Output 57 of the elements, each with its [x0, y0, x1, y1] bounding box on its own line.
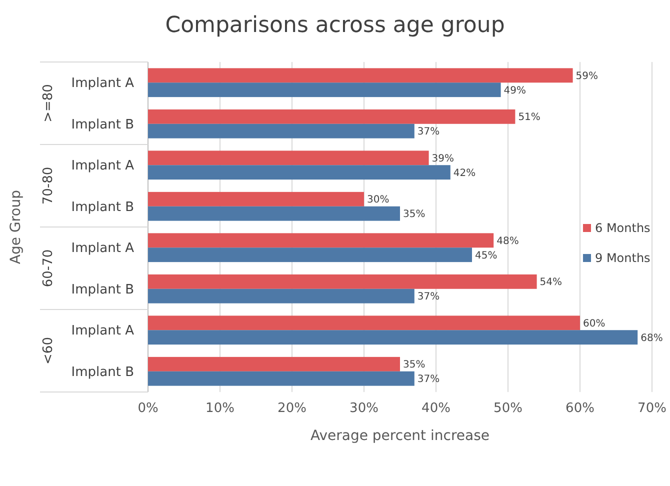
bar — [148, 124, 414, 138]
x-tick-label: 40% — [422, 401, 450, 416]
data-label: 37% — [417, 374, 440, 386]
data-label: 30% — [367, 194, 390, 206]
text: 60-70 — [41, 249, 56, 288]
bar — [148, 233, 494, 248]
data-label: 35% — [403, 360, 426, 371]
data-label: 68% — [640, 332, 663, 344]
x-tick-label: 70% — [638, 401, 666, 416]
data-label: 59% — [576, 70, 598, 82]
bar — [148, 165, 450, 180]
bar — [148, 109, 516, 124]
y-axis-title: Age Group — [8, 190, 24, 264]
bar — [148, 192, 364, 206]
data-label: 42% — [453, 168, 476, 179]
x-tick-label: 30% — [350, 401, 378, 416]
y-tick-label: Implant A — [71, 158, 134, 174]
bar — [148, 150, 429, 166]
data-label: 48% — [496, 236, 519, 247]
chart-title: Comparisons across age group — [165, 13, 505, 38]
bar — [148, 330, 638, 345]
bar — [148, 274, 537, 289]
bar — [148, 316, 580, 330]
y-tick-label: Implant A — [71, 76, 134, 92]
bar — [148, 248, 472, 262]
data-label: 39% — [432, 153, 454, 164]
y-tick-label: Implant A — [71, 324, 134, 339]
data-label: 37% — [417, 126, 440, 138]
data-label: 45% — [475, 250, 498, 262]
legend-label: 6 Months — [595, 221, 650, 236]
bar — [148, 356, 400, 372]
data-label: 35% — [403, 209, 426, 220]
y-tick-label: Implant B — [71, 282, 134, 298]
data-label: 51% — [518, 112, 540, 124]
legend-label: 9 Months — [595, 251, 650, 266]
y-tick-label: Implant A — [71, 241, 134, 256]
data-label: 37% — [417, 292, 440, 303]
text: >=80 — [41, 84, 56, 122]
bar — [148, 206, 400, 221]
x-tick-label: 50% — [494, 401, 522, 416]
x-tick-label: 10% — [206, 401, 234, 416]
y-tick-label: Implant B — [71, 200, 134, 215]
x-tick-label: 0% — [138, 401, 158, 416]
bar — [148, 288, 414, 304]
x-tick-label: 60% — [566, 401, 594, 416]
bar — [148, 82, 501, 98]
bar — [148, 371, 414, 386]
x-tick-label: 20% — [278, 401, 306, 416]
text: 70-80 — [41, 166, 56, 205]
bar — [148, 68, 573, 83]
data-label: 54% — [540, 277, 562, 288]
y-tick-label: Implant B — [71, 364, 134, 380]
y-tick-label: Implant B — [71, 117, 134, 132]
text: <60 — [41, 337, 56, 364]
data-label: 49% — [504, 85, 526, 96]
x-axis-title: Average percent increase — [310, 428, 490, 444]
data-label: 60% — [583, 318, 606, 330]
